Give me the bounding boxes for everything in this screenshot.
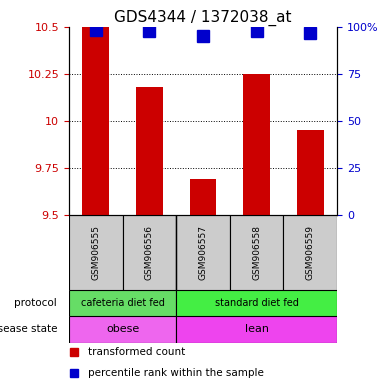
Polygon shape <box>59 298 68 308</box>
Text: standard diet fed: standard diet fed <box>215 298 298 308</box>
Text: obese: obese <box>106 324 139 334</box>
Text: lean: lean <box>245 324 268 334</box>
Text: protocol: protocol <box>15 298 57 308</box>
Text: transformed count: transformed count <box>88 347 185 357</box>
Text: GSM906558: GSM906558 <box>252 225 261 280</box>
Bar <box>283 215 337 290</box>
Title: GDS4344 / 1372038_at: GDS4344 / 1372038_at <box>114 9 292 25</box>
Text: GSM906556: GSM906556 <box>145 225 154 280</box>
Bar <box>69 290 176 316</box>
Bar <box>136 87 163 215</box>
Text: cafeteria diet fed: cafeteria diet fed <box>81 298 164 308</box>
Text: GSM906559: GSM906559 <box>306 225 315 280</box>
Text: GSM906555: GSM906555 <box>91 225 100 280</box>
Bar <box>230 215 283 290</box>
Bar <box>176 290 337 316</box>
Bar <box>69 316 176 343</box>
Bar <box>123 215 176 290</box>
Bar <box>176 316 337 343</box>
Bar <box>176 215 230 290</box>
Polygon shape <box>59 324 68 335</box>
Text: percentile rank within the sample: percentile rank within the sample <box>88 367 264 377</box>
Text: disease state: disease state <box>0 324 57 334</box>
Bar <box>243 74 270 215</box>
Bar <box>82 27 109 215</box>
Bar <box>69 215 123 290</box>
Bar <box>297 130 324 215</box>
Bar <box>190 179 216 215</box>
Text: GSM906557: GSM906557 <box>198 225 208 280</box>
